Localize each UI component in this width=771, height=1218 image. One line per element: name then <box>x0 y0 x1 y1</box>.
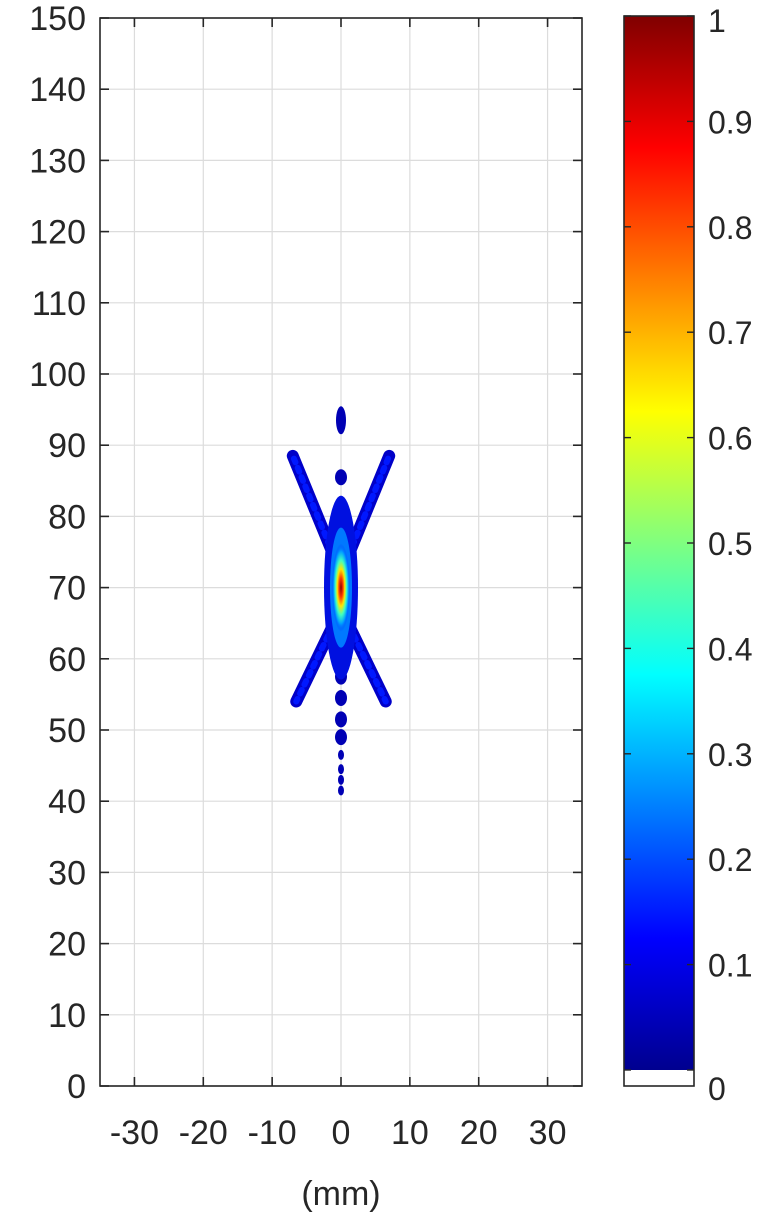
colorbar-tick-label: 0.3 <box>708 737 752 773</box>
axial-lobe <box>335 729 347 746</box>
axial-lobe <box>335 689 347 706</box>
x-tick-label: 20 <box>460 1114 498 1152</box>
axial-lobe <box>338 749 344 760</box>
y-tick-label: 150 <box>29 0 86 38</box>
y-tick-label: 0 <box>67 1068 86 1106</box>
colorbar-frame <box>623 15 695 1087</box>
y-tick-label: 20 <box>48 926 86 964</box>
x-tick-label: 30 <box>529 1114 567 1152</box>
colorbar-zero-band <box>624 1070 694 1086</box>
x-tick-label: -30 <box>110 1114 159 1152</box>
y-tick-label: 120 <box>29 214 86 252</box>
y-tick-label: 10 <box>48 997 86 1035</box>
colorbar-tick-label: 0.1 <box>708 948 752 984</box>
y-tick-label: 130 <box>29 142 86 180</box>
plot-area: -30 -20 -10 0 10 20 30 0 10 20 30 40 50 60 70 80 90 100 1… <box>29 0 583 1213</box>
colorbar-tick-label: 0.9 <box>708 104 752 140</box>
y-tick-label: 60 <box>48 641 86 679</box>
heatmap-image <box>286 406 396 796</box>
y-tick-label: 70 <box>48 570 86 608</box>
axial-lobe <box>335 469 347 486</box>
x-tick-label: -10 <box>248 1114 297 1152</box>
colorbar-tick-label: 0.2 <box>708 842 752 878</box>
y-tick-label: 80 <box>48 498 86 536</box>
colorbar-ticks: 0 0.1 0.2 0.3 0.4 0.5 0.6 0.7 0.8 0.9 1 <box>624 3 752 1107</box>
colorbar-tick-label: 0.5 <box>708 526 752 562</box>
x-tick-label: -20 <box>179 1114 228 1152</box>
y-tick-label: 140 <box>29 71 86 109</box>
y-tick-label: 90 <box>48 427 86 465</box>
y-axis-ticks: 0 10 20 30 40 50 60 70 80 90 100 110 120 130 140 150 <box>29 0 582 1106</box>
y-tick-label: 110 <box>32 285 86 323</box>
x-axis-ticks: -30 -20 -10 0 10 20 30 <box>110 18 567 1152</box>
y-tick-label: 100 <box>29 356 86 394</box>
colorbar-tick-label: 0 <box>708 1071 726 1107</box>
colorbar-tick-label: 0.8 <box>708 210 752 246</box>
colorbar-tick-label: 0.7 <box>708 315 752 351</box>
colorbar-gradient <box>624 16 694 1070</box>
axial-lobe <box>338 764 344 775</box>
axial-lobe <box>336 406 346 435</box>
y-tick-label: 50 <box>48 712 86 750</box>
colorbar-tick-label: 0.4 <box>708 631 752 667</box>
main-lobe-peak <box>332 543 350 632</box>
axial-lobe <box>338 785 344 796</box>
colorbar-tick-label: 1 <box>708 3 726 39</box>
colorbar-tick-label: 0.6 <box>708 421 752 457</box>
axial-lobe <box>335 711 347 728</box>
axial-lobe <box>338 774 344 785</box>
y-tick-label: 40 <box>48 783 86 821</box>
x-tick-label: 0 <box>332 1114 351 1152</box>
x-axis-label: (mm) <box>301 1175 380 1213</box>
y-tick-label: 30 <box>48 854 86 892</box>
x-tick-label: 10 <box>391 1114 429 1152</box>
colorbar: 0 0.1 0.2 0.3 0.4 0.5 0.6 0.7 0.8 0.9 1 <box>623 3 752 1107</box>
